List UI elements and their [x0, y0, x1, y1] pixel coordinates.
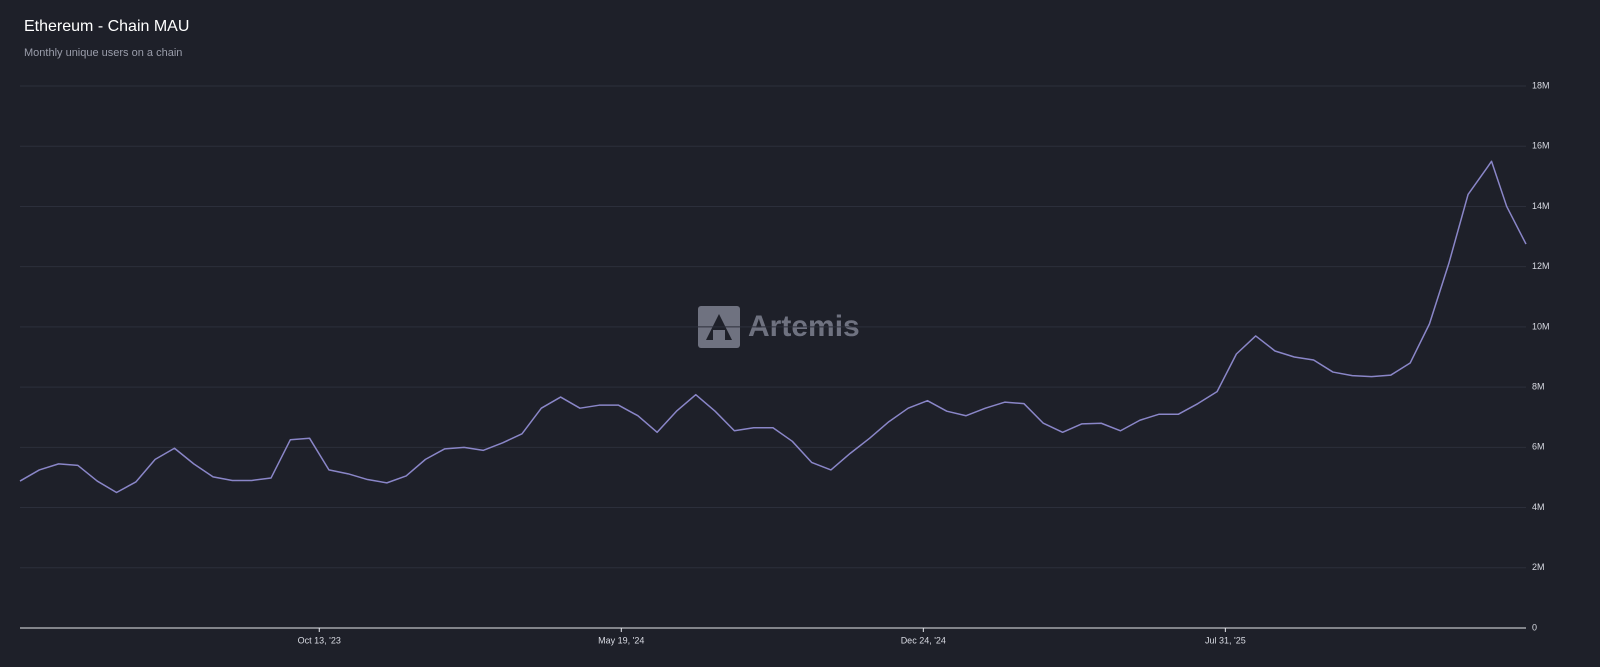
data-line: [19, 160, 1527, 494]
y-tick-label: 4M: [1532, 502, 1545, 512]
y-tick-label: 12M: [1532, 261, 1550, 271]
chart-title: Ethereum - Chain MAU: [24, 18, 189, 35]
y-tick-label: 8M: [1532, 381, 1545, 391]
x-tick-label: Jul 31, '25: [1205, 635, 1246, 645]
y-tick-label: 10M: [1532, 321, 1550, 331]
y-tick-label: 18M: [1532, 80, 1550, 90]
y-tick-label: 2M: [1532, 562, 1545, 572]
chart-subtitle: Monthly unique users on a chain: [24, 47, 182, 59]
x-tick-label: Dec 24, '24: [901, 635, 946, 645]
y-tick-label: 6M: [1532, 442, 1545, 452]
x-tick-label: Oct 13, '23: [298, 635, 341, 645]
y-tick-label: 16M: [1532, 141, 1550, 151]
x-tick-label: May 19, '24: [598, 635, 644, 645]
y-tick-label: 0: [1532, 622, 1537, 632]
y-tick-label: 14M: [1532, 201, 1550, 211]
